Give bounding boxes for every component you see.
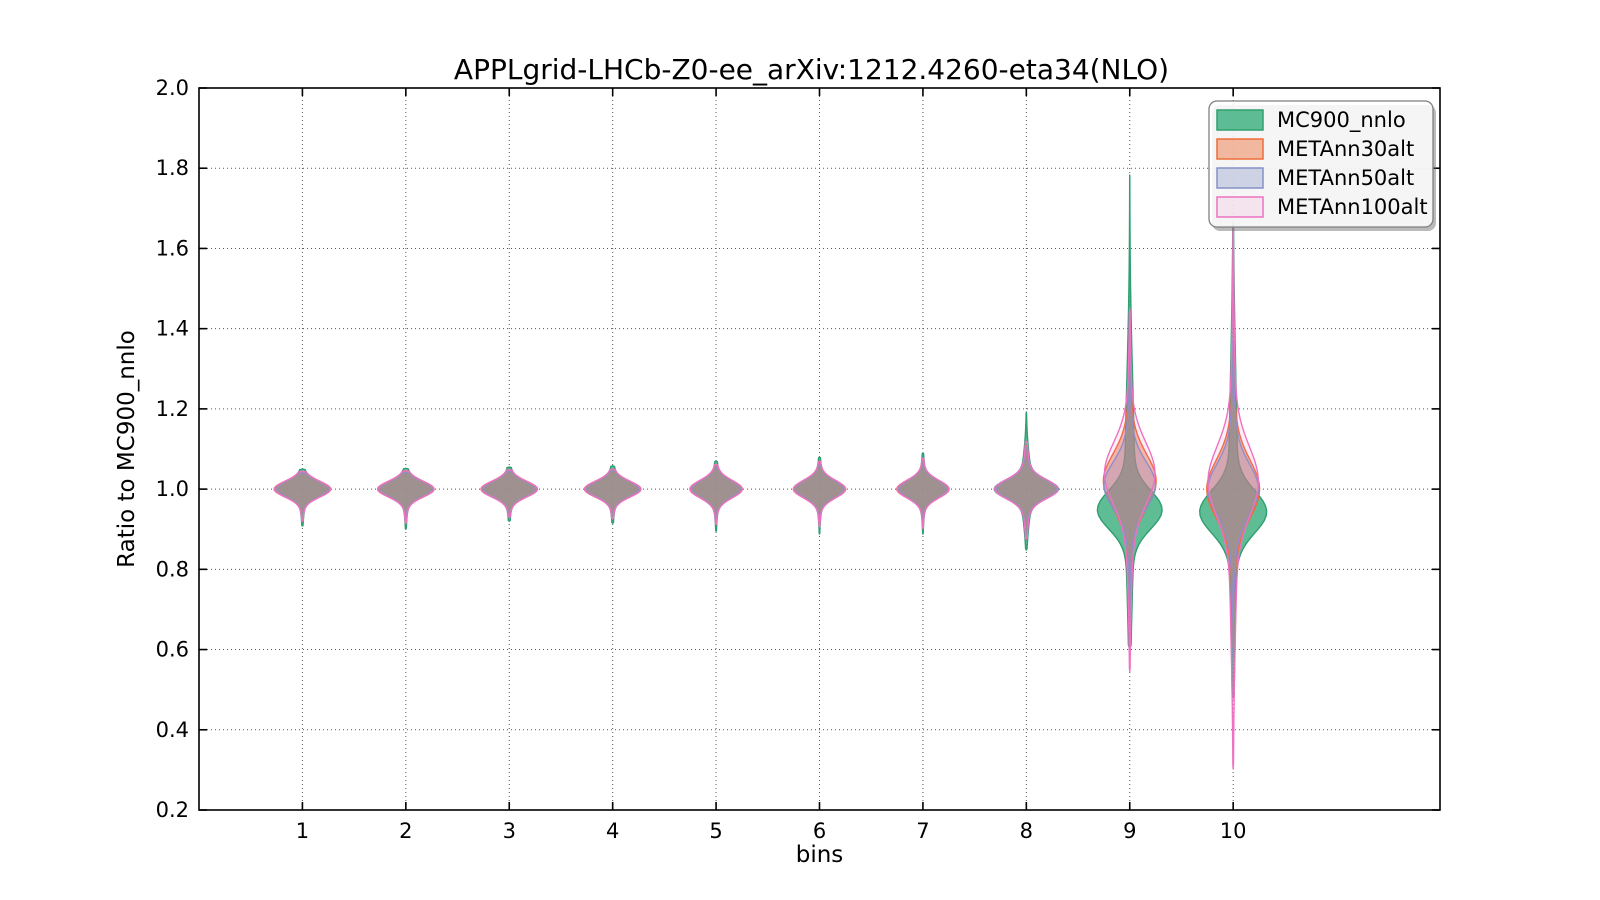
legend-swatch-METAnn30alt — [1216, 138, 1264, 160]
x-tick-label: 9 — [1123, 819, 1136, 843]
tick-marks — [199, 87, 1440, 811]
y-tick-label: 1.6 — [156, 236, 189, 260]
legend-label: METAnn50alt — [1277, 166, 1414, 190]
y-axis-label: Ratio to MC900_nnlo — [114, 330, 140, 568]
chart-title: APPLgrid-LHCb-Z0-ee_arXiv:1212.4260-eta3… — [454, 53, 1169, 86]
violin-METAnn100alt-bin-9 — [1103, 307, 1156, 673]
x-tick-label: 10 — [1220, 819, 1247, 843]
y-tick-label: 0.6 — [156, 638, 189, 662]
x-tick-label: 2 — [399, 819, 412, 843]
x-tick-label: 1 — [296, 819, 309, 843]
violin-METAnn100alt-bin-4 — [584, 468, 642, 520]
legend-entry-MC900_nnlo: MC900_nnlo — [1216, 108, 1406, 133]
legend-entry-METAnn50alt: METAnn50alt — [1216, 166, 1414, 190]
violin-METAnn100alt-bin-2 — [377, 469, 435, 524]
violin-METAnn100alt-bin-8 — [994, 440, 1059, 540]
y-tick-label: 1.2 — [156, 397, 189, 421]
violin-METAnn100alt-bin-7 — [896, 457, 950, 530]
violin-METAnn50alt-bin-10 — [1207, 340, 1260, 659]
y-tick-label: 1.8 — [156, 156, 189, 180]
legend-swatch-MC900_nnlo — [1216, 109, 1264, 131]
y-tick-label: 1.4 — [156, 317, 189, 341]
grid — [199, 88, 1440, 810]
y-tick-label: 2.0 — [156, 76, 189, 100]
violin-METAnn100alt-bin-1 — [273, 470, 332, 522]
y-tick-label: 0.4 — [156, 718, 189, 742]
x-axis-label: bins — [796, 842, 844, 868]
x-tick-label: 7 — [916, 819, 929, 843]
y-tick-label: 0.8 — [156, 557, 189, 581]
legend-entry-METAnn100alt: METAnn100alt — [1216, 195, 1428, 219]
x-tick-label: 6 — [813, 819, 826, 843]
legend-label: METAnn30alt — [1277, 137, 1414, 161]
legend: MC900_nnlo METAnn30alt METAnn50alt METAnn10… — [1208, 100, 1436, 231]
x-tick-label: 5 — [709, 819, 722, 843]
x-tick-label: 3 — [503, 819, 516, 843]
legend-swatch-METAnn50alt — [1216, 167, 1264, 189]
violin-METAnn50alt-bin-1 — [275, 472, 330, 517]
violin-METAnn100alt-bin-10 — [1207, 225, 1260, 770]
violin-METAnn100alt-bin-5 — [689, 463, 743, 526]
violin-METAnn50alt-bin-9 — [1103, 344, 1157, 611]
violin-METAnn100alt-bin-6 — [792, 460, 847, 528]
violin-METAnn50alt-bin-2 — [378, 471, 434, 518]
y-tick-label: 1.0 — [156, 477, 189, 501]
legend-box — [1208, 100, 1434, 228]
legend-label: MC900_nnlo — [1277, 108, 1406, 133]
x-tick-label: 8 — [1020, 819, 1033, 843]
legend-label: METAnn100alt — [1277, 195, 1428, 219]
series-METAnn100alt — [273, 225, 1260, 770]
legend-swatch-METAnn100alt — [1216, 196, 1264, 218]
x-tick-label: 4 — [606, 819, 619, 843]
y-tick-label: 0.2 — [156, 798, 189, 822]
violin-METAnn100alt-bin-3 — [480, 469, 538, 518]
legend-entry-METAnn30alt: METAnn30alt — [1216, 137, 1414, 161]
series-METAnn50alt — [275, 340, 1260, 659]
